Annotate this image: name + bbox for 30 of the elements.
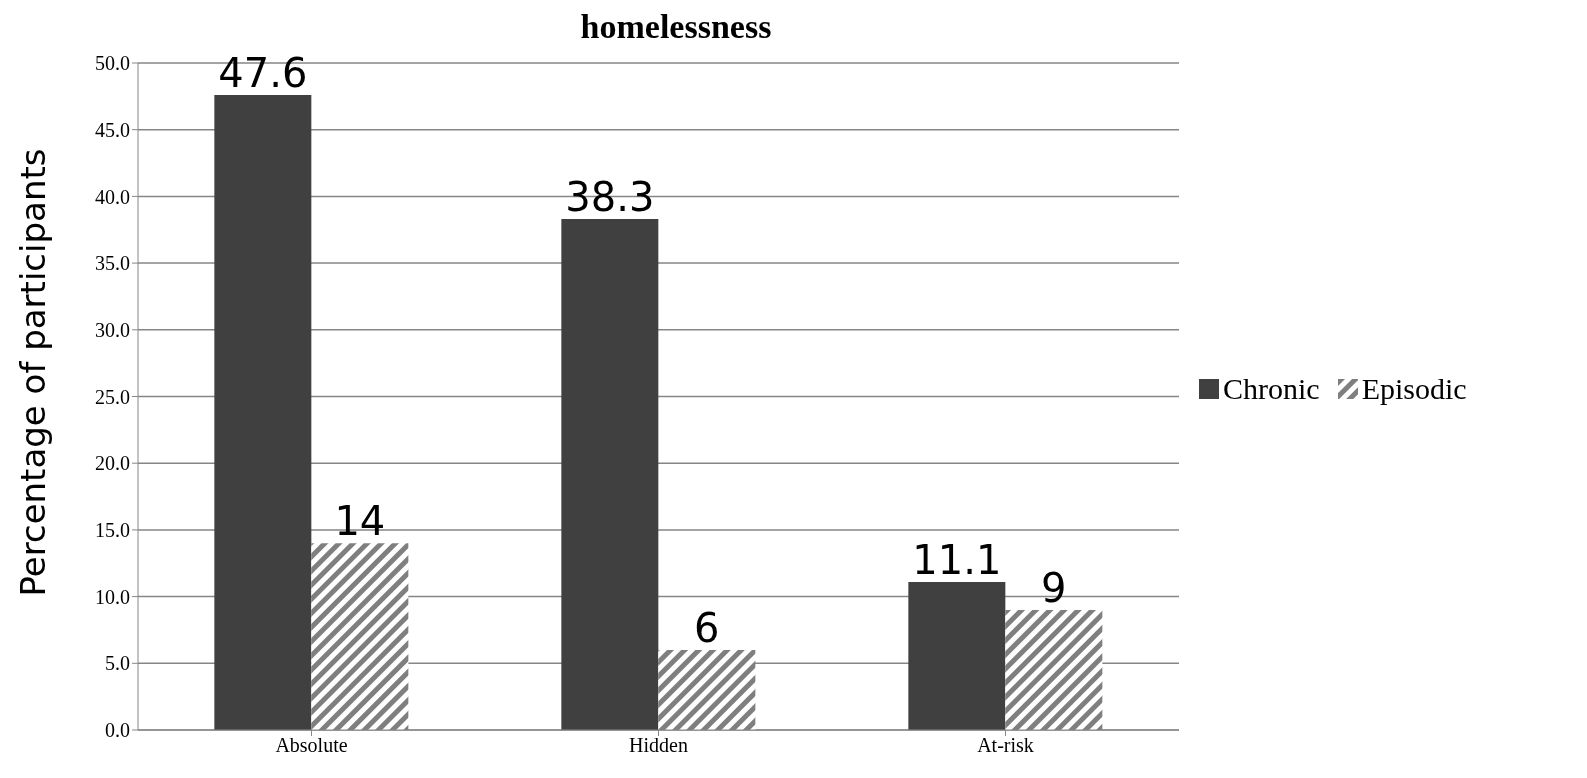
- y-tick-label: 50.0: [95, 52, 130, 75]
- bar: [561, 219, 659, 730]
- data-label: 9: [1041, 564, 1067, 611]
- bar: [214, 95, 312, 730]
- bar: [1005, 609, 1103, 730]
- bar: [311, 543, 409, 730]
- bar: [908, 581, 1006, 730]
- data-label: 14: [334, 498, 386, 545]
- y-tick-label: 10.0: [95, 585, 130, 608]
- chart-title: homelessness: [579, 8, 773, 46]
- y-tick-label: 30.0: [95, 318, 130, 341]
- y-axis-title: Percentage of participants: [13, 148, 54, 597]
- data-label: 6: [694, 604, 720, 651]
- x-tick-label: Absolute: [275, 734, 348, 757]
- y-tick-label: 45.0: [95, 118, 130, 141]
- y-tick-label: 0.0: [105, 719, 130, 742]
- legend-label: Episodic: [1360, 372, 1467, 406]
- x-tick-label: At-risk: [977, 734, 1034, 757]
- y-tick-label: 25.0: [95, 385, 130, 408]
- data-label: 11.1: [912, 536, 1002, 583]
- legend-label: Chronic: [1222, 372, 1320, 406]
- x-tick-label: Hidden: [629, 734, 688, 757]
- data-label: 47.6: [218, 50, 308, 97]
- data-label: 38.3: [565, 174, 655, 221]
- y-tick-label: 40.0: [95, 185, 130, 208]
- y-tick-label: 5.0: [105, 652, 130, 675]
- y-tick-label: 35.0: [95, 252, 130, 275]
- bar: [658, 649, 756, 730]
- y-tick-label: 15.0: [95, 519, 130, 541]
- y-tick-label: 20.0: [95, 452, 130, 475]
